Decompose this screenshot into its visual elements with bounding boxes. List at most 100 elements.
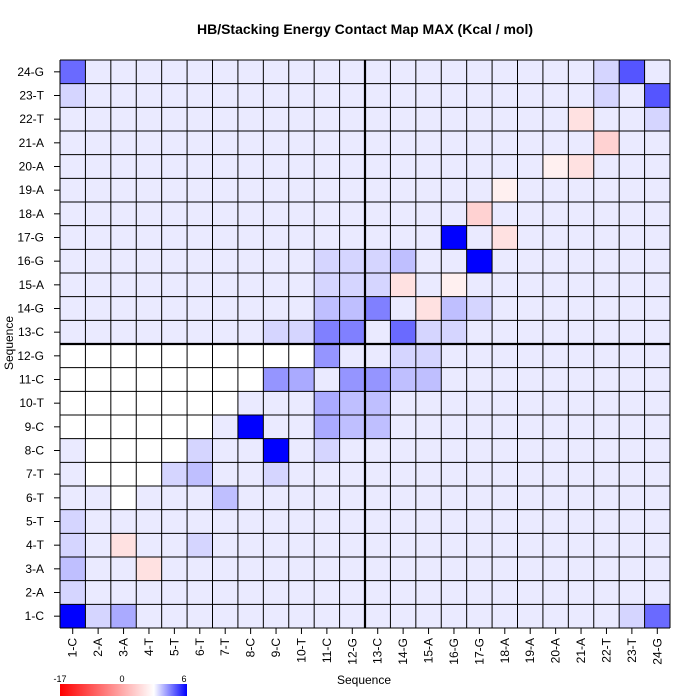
y-tick-label: 11-C: [19, 373, 44, 387]
heatmap-cell: [593, 580, 620, 605]
heatmap-cell: [644, 415, 670, 439]
heatmap-cell: [492, 202, 518, 226]
heatmap-cell: [212, 557, 238, 581]
heatmap-cell: [288, 83, 315, 108]
heatmap-cell: [466, 462, 493, 486]
heatmap-cell: [644, 131, 670, 155]
heatmap-cell: [644, 296, 670, 321]
heatmap-cell: [415, 249, 442, 273]
x-tick-label: 17-G: [472, 638, 486, 665]
heatmap-cell: [466, 178, 493, 202]
heatmap-cell: [466, 533, 493, 557]
heatmap-cell: [60, 509, 86, 534]
heatmap-cell: [568, 533, 594, 557]
heatmap-cell: [415, 557, 442, 581]
heatmap-cell: [288, 202, 315, 226]
heatmap-cell: [314, 273, 340, 297]
heatmap-cell: [263, 580, 289, 605]
heatmap-cell: [85, 83, 111, 108]
heatmap-cell: [339, 344, 365, 368]
heatmap-cell: [263, 415, 289, 439]
heatmap-cell: [339, 557, 365, 581]
heatmap-cell: [263, 83, 289, 108]
heatmap-cell: [187, 320, 213, 344]
heatmap-cell: [593, 296, 620, 321]
heatmap-cell: [644, 344, 670, 368]
heatmap-cell: [415, 462, 442, 486]
heatmap-cell: [365, 533, 391, 557]
heatmap-cell: [60, 438, 86, 463]
heatmap-cell: [466, 391, 493, 415]
heatmap-cell: [517, 273, 543, 297]
heatmap-cell: [492, 249, 518, 273]
heatmap-cell: [619, 604, 645, 628]
heatmap-cell: [60, 486, 86, 510]
heatmap-cell: [263, 557, 289, 581]
heatmap-cell: [237, 154, 264, 179]
heatmap-cell: [288, 509, 315, 534]
heatmap-cell: [288, 60, 315, 84]
heatmap-cell: [441, 60, 467, 84]
heatmap-cell: [517, 557, 543, 581]
heatmap-cell: [441, 296, 467, 321]
heatmap-cell: [85, 225, 111, 250]
heatmap-cell: [390, 154, 416, 179]
heatmap-cell: [110, 296, 137, 321]
heatmap-cell: [644, 557, 670, 581]
heatmap-cell: [619, 438, 645, 463]
heatmap-cell: [619, 320, 645, 344]
heatmap-cell: [60, 202, 86, 226]
heatmap-cell: [263, 296, 289, 321]
heatmap-grid: [59, 59, 671, 629]
heatmap-cell: [187, 486, 213, 510]
heatmap-cell: [542, 415, 569, 439]
y-tick-label: 7-T: [26, 467, 45, 481]
heatmap-cell: [136, 557, 162, 581]
heatmap-cell: [288, 225, 315, 250]
heatmap-cell: [390, 462, 416, 486]
heatmap-cell: [492, 533, 518, 557]
heatmap-cell: [161, 202, 188, 226]
heatmap-cell: [390, 580, 416, 605]
x-tick-label: 5-T: [167, 637, 181, 656]
x-tick-label: 21-A: [574, 638, 588, 663]
heatmap-cell: [466, 438, 493, 463]
heatmap-cell: [644, 107, 670, 131]
heatmap-cell: [415, 273, 442, 297]
heatmap-cell: [415, 154, 442, 179]
heatmap-cell: [492, 509, 518, 534]
heatmap-cell: [492, 320, 518, 344]
heatmap-cell: [339, 415, 365, 439]
heatmap-cell: [212, 178, 238, 202]
heatmap-cell: [85, 320, 111, 344]
heatmap-cell: [288, 486, 315, 510]
heatmap-cell: [60, 580, 86, 605]
heatmap-cell: [212, 438, 238, 463]
heatmap-cell: [365, 320, 391, 344]
heatmap-cell: [85, 202, 111, 226]
heatmap-cell: [466, 83, 493, 108]
heatmap-cell: [466, 604, 493, 628]
heatmap-cell: [619, 367, 645, 392]
x-tick-label: 20-A: [549, 638, 563, 663]
heatmap-cell: [644, 249, 670, 273]
heatmap-cell: [161, 154, 188, 179]
heatmap-cell: [212, 225, 238, 250]
heatmap-cell: [568, 107, 594, 131]
heatmap-cell: [212, 533, 238, 557]
y-axis-label: Sequence: [2, 316, 16, 370]
heatmap-cell: [60, 107, 86, 131]
heatmap-cell: [619, 249, 645, 273]
heatmap-cell: [187, 83, 213, 108]
heatmap-cell: [568, 344, 594, 368]
heatmap-cell: [365, 249, 391, 273]
heatmap-cell: [339, 533, 365, 557]
heatmap-cell: [517, 60, 543, 84]
heatmap-cell: [110, 273, 137, 297]
heatmap-cell: [110, 83, 137, 108]
heatmap-cell: [263, 131, 289, 155]
y-tick-label: 13-C: [18, 325, 44, 339]
heatmap-cell: [390, 83, 416, 108]
heatmap-cell: [161, 604, 188, 628]
heatmap-cell: [542, 249, 569, 273]
